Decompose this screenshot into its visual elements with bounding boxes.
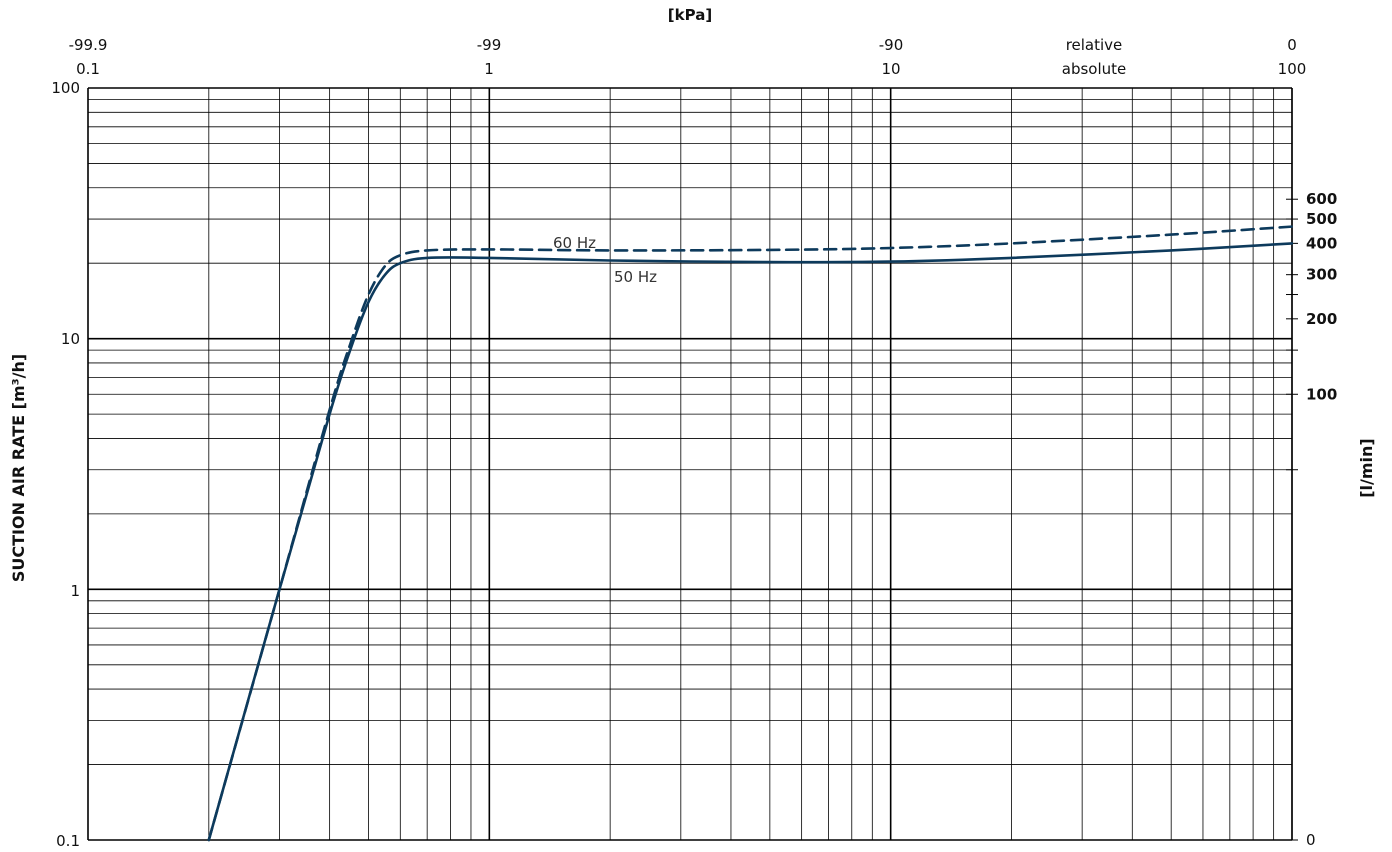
- right-tick-label: 400: [1306, 234, 1337, 252]
- y-tick-left-2: 10: [61, 330, 80, 348]
- series-line-50hz: [207, 242, 1294, 842]
- y-tick-left-3: 100: [51, 79, 80, 97]
- series-label-60hz: 60 Hz: [553, 234, 596, 252]
- x-tick-absolute-0: 0.1: [76, 60, 100, 78]
- right-tick-label: 0: [1306, 831, 1316, 849]
- x-tick-absolute-1: 1: [484, 60, 494, 78]
- grid: [87, 87, 1293, 841]
- x-tick-relative-1: -99: [477, 36, 502, 54]
- right-tick-label: 100: [1306, 385, 1337, 403]
- right-axis-ticks: 0 100 200 300 400 500 600: [1286, 88, 1337, 849]
- series-label-50hz: 50 Hz: [614, 268, 657, 286]
- series-group: [207, 225, 1294, 842]
- right-tick-label: 600: [1306, 190, 1337, 208]
- x-tick-absolute-2: 10: [881, 60, 900, 78]
- x-tick-relative-3: 0: [1287, 36, 1297, 54]
- right-tick-label: 500: [1306, 210, 1337, 228]
- y-axis-label-right: [l/min]: [1357, 438, 1376, 498]
- y-tick-left-0: 0.1: [56, 832, 80, 850]
- x-tick-relative-0: -99.9: [69, 36, 108, 54]
- x-axis-name-relative: relative: [1066, 36, 1123, 54]
- series-line-60hz: [207, 225, 1294, 842]
- y-tick-left-1: 1: [70, 582, 80, 600]
- y-axis-label-left: SUCTION AIR RATE [m³/h]: [9, 354, 28, 582]
- right-tick-label: 200: [1306, 310, 1337, 328]
- x-axis-name-absolute: absolute: [1062, 60, 1127, 78]
- right-tick-label: 300: [1306, 266, 1337, 284]
- x-tick-relative-2: -90: [879, 36, 904, 54]
- top-axis-title: [kPa]: [668, 6, 712, 24]
- x-tick-absolute-3: 100: [1278, 60, 1307, 78]
